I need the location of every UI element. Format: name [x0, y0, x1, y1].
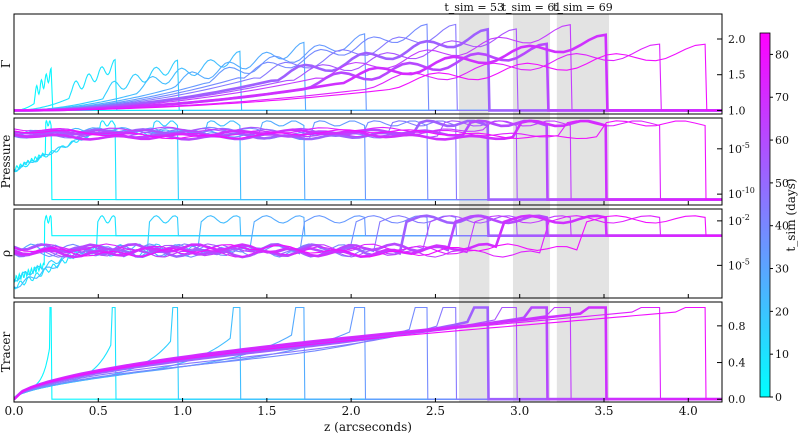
colorbar-tick-label-6: 60 [775, 134, 789, 147]
panel-frame-1 [13, 13, 723, 115]
panel-frame-2 [13, 117, 723, 206]
series-line-t74-panel4 [14, 306, 722, 400]
series-line-t9-panel3 [14, 215, 722, 290]
xtick-label-4: 2.0 [342, 404, 361, 418]
xtick-label-3: 1.5 [257, 404, 276, 418]
xtick-label-5: 2.5 [426, 404, 445, 418]
xtick-label-2: 1.0 [173, 404, 192, 418]
series-line-t45-panel3 [14, 215, 722, 258]
series-line-t61-panel4 [14, 306, 722, 401]
colorbar-tick-label-0: 0 [775, 391, 782, 404]
ylabel-panel-4: Tracer [0, 332, 13, 373]
band-label-2: t_sim = 61 [502, 1, 562, 14]
colorbar-label: t_sim (days) [784, 178, 798, 251]
series-line-t80-panel3 [14, 215, 722, 258]
series-lines [14, 23, 722, 401]
series-line-t53-panel4 [14, 306, 722, 401]
series-line-t65-panel2 [14, 120, 722, 201]
series-line-t65-panel4 [14, 306, 722, 400]
colorbar-tick-label-5: 50 [775, 177, 789, 190]
series-line-t57-panel4 [14, 306, 722, 400]
ylabel-panel-2: Pressure [0, 135, 13, 189]
band-label-1: t_sim = 53 [444, 1, 504, 14]
xtick-label-0: 0.0 [4, 404, 23, 418]
highlight-band-2 [512, 14, 551, 402]
colorbar-tick-label-1: 10 [775, 348, 789, 361]
series-line-t45-panel4 [14, 306, 722, 400]
xtick-label-1: 0.5 [89, 404, 108, 418]
colorbar-gradient [759, 32, 771, 398]
xlabel: z (arcseconds) [324, 420, 412, 434]
colorbar-tick-label-2: 20 [775, 305, 789, 318]
series-line-t34-panel4 [14, 306, 722, 400]
ytick-label-p4-2: 0.8 [728, 320, 746, 333]
ylabel-panel-1: Γ [0, 60, 13, 68]
ytick-label-p3-0: 10-2 [728, 213, 750, 228]
series-line-t69-panel1 [14, 33, 722, 112]
colorbar: 0 10 20 30 40 50 60 70 80 t_sim (days) [759, 32, 798, 404]
ytick-label-p2-1: 10-10 [728, 186, 755, 201]
series-line-t74-panel2 [14, 120, 722, 201]
series-line-t9-panel4 [14, 306, 722, 400]
series-line-t53-panel2 [14, 119, 722, 201]
colorbar-tick-label-3: 30 [775, 263, 789, 276]
panel-frame-4 [13, 301, 723, 403]
highlight-band-1 [459, 14, 490, 402]
ylabel-panel-3: ρ [0, 250, 13, 257]
colorbar-tick-label-7: 70 [775, 91, 789, 104]
series-line-t3-panel4 [14, 306, 722, 400]
series-line-t69-panel4 [14, 306, 722, 401]
series-line-t28-panel4 [14, 306, 722, 400]
series-line-t80-panel1 [14, 43, 722, 111]
series-line-t22-panel4 [14, 306, 722, 400]
series-line-t39-panel4 [14, 306, 722, 400]
ytick-label-p4-1: 0.4 [728, 357, 746, 370]
series-line-t16-panel4 [14, 306, 722, 400]
xtick-label-7: 3.5 [594, 404, 613, 418]
xtick-label-6: 3.0 [510, 404, 529, 418]
highlight-band-3 [556, 14, 610, 402]
series-line-t3-panel3 [14, 214, 722, 284]
ytick-label-p3-1: 10-5 [728, 257, 750, 272]
series-line-t80-panel4 [14, 306, 722, 400]
ytick-label-p1-0: 1.0 [728, 104, 746, 117]
ytick-label-p2-0: 10-5 [728, 141, 750, 156]
ytick-label-p1-1: 1.5 [728, 69, 746, 82]
series-line-t61-panel2 [14, 119, 722, 201]
xtick-label-8: 4.0 [679, 404, 698, 418]
ytick-label-p1-2: 2.0 [728, 33, 746, 46]
colorbar-tick-label-8: 80 [775, 48, 789, 61]
series-line-t61-panel3 [14, 214, 722, 259]
colorbar-tick-label-4: 40 [775, 220, 789, 233]
series-line-t69-panel3 [14, 214, 722, 259]
band-label-3: t_sim = 69 [553, 1, 613, 14]
panel-frames [13, 13, 723, 403]
ytick-label-p4-0: 0.0 [728, 393, 746, 406]
series-line-t74-panel3 [14, 215, 722, 258]
series-line-t80-panel2 [14, 120, 722, 201]
series-line-t34-panel1 [14, 33, 722, 111]
panel-frame-3 [13, 208, 723, 299]
